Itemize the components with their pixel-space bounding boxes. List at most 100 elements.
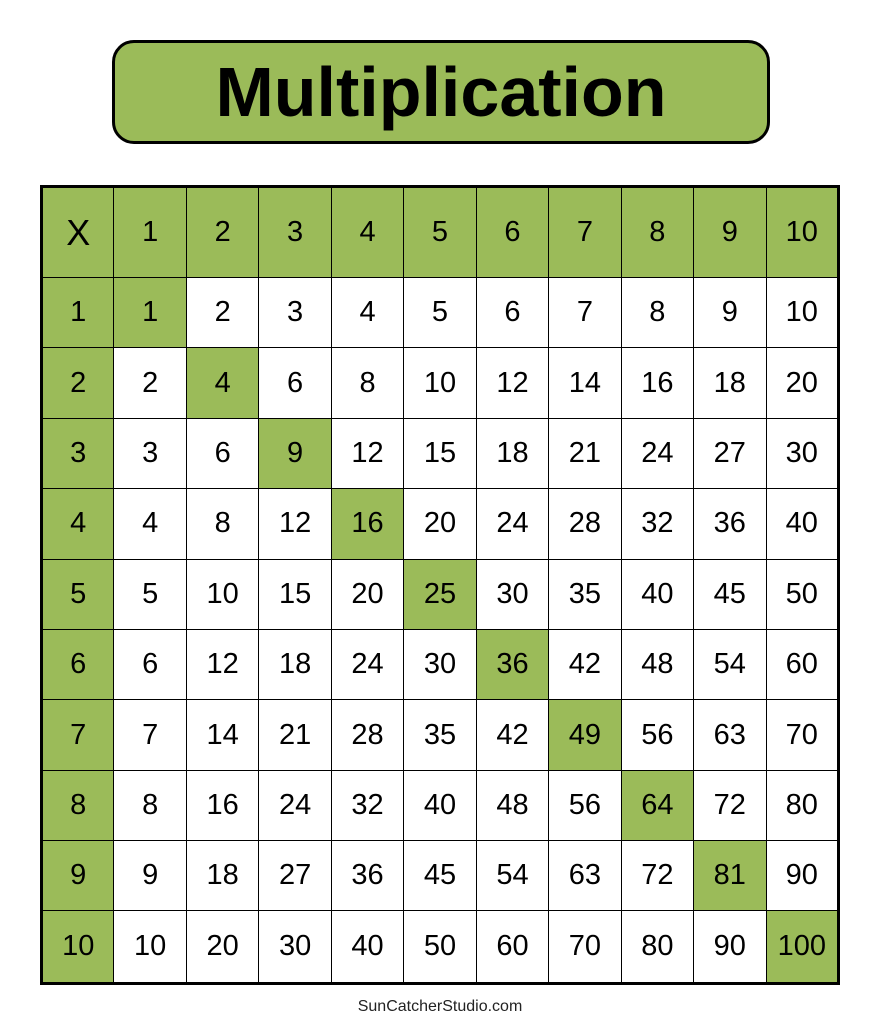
product-cell: 6 xyxy=(258,347,332,419)
square-cell: 1 xyxy=(113,277,187,349)
product-cell: 90 xyxy=(693,910,767,984)
square-cell: 25 xyxy=(403,558,477,630)
product-cell: 5 xyxy=(113,558,187,630)
product-cell: 70 xyxy=(765,699,840,771)
product-cell: 30 xyxy=(403,628,477,701)
row-header: 10 xyxy=(40,910,115,984)
column-header: 10 xyxy=(765,185,840,279)
product-cell: 12 xyxy=(258,488,332,560)
product-cell: 35 xyxy=(548,558,622,630)
product-cell: 63 xyxy=(548,840,622,912)
product-cell: 16 xyxy=(620,347,695,419)
column-header: 4 xyxy=(330,185,405,279)
product-cell: 12 xyxy=(475,347,550,419)
product-cell: 24 xyxy=(258,769,332,842)
column-header: 9 xyxy=(693,185,767,279)
product-cell: 7 xyxy=(548,277,622,349)
product-cell: 18 xyxy=(258,628,332,701)
product-cell: 40 xyxy=(330,910,405,984)
product-cell: 12 xyxy=(330,417,405,490)
product-cell: 8 xyxy=(620,277,695,349)
product-cell: 56 xyxy=(620,699,695,771)
product-cell: 9 xyxy=(693,277,767,349)
product-cell: 16 xyxy=(185,769,260,842)
product-cell: 24 xyxy=(475,488,550,560)
product-cell: 63 xyxy=(693,699,767,771)
table-row: 4 4 8 12 16 20 24 28 32 36 40 xyxy=(40,488,840,560)
product-cell: 18 xyxy=(475,417,550,490)
product-cell: 4 xyxy=(113,488,187,560)
product-cell: 10 xyxy=(185,558,260,630)
square-cell: 16 xyxy=(330,488,405,560)
product-cell: 50 xyxy=(765,558,840,630)
product-cell: 14 xyxy=(185,699,260,771)
product-cell: 48 xyxy=(620,628,695,701)
product-cell: 3 xyxy=(258,277,332,349)
product-cell: 40 xyxy=(765,488,840,560)
page-title: Multiplication xyxy=(112,40,770,144)
product-cell: 15 xyxy=(258,558,332,630)
column-header: 6 xyxy=(475,185,550,279)
product-cell: 90 xyxy=(765,840,840,912)
row-header: 1 xyxy=(40,277,115,349)
column-header: 5 xyxy=(403,185,477,279)
table-row: 6 6 12 18 24 30 36 42 48 54 60 xyxy=(40,628,840,701)
product-cell: 48 xyxy=(475,769,550,842)
product-cell: 10 xyxy=(765,277,840,349)
square-cell: 49 xyxy=(548,699,622,771)
product-cell: 27 xyxy=(258,840,332,912)
product-cell: 60 xyxy=(475,910,550,984)
product-cell: 6 xyxy=(475,277,550,349)
product-cell: 14 xyxy=(548,347,622,419)
product-cell: 15 xyxy=(403,417,477,490)
product-cell: 12 xyxy=(185,628,260,701)
table-row: 7 7 14 21 28 35 42 49 56 63 70 xyxy=(40,699,840,771)
product-cell: 45 xyxy=(693,558,767,630)
product-cell: 8 xyxy=(113,769,187,842)
column-header: 1 xyxy=(113,185,187,279)
product-cell: 80 xyxy=(765,769,840,842)
product-cell: 2 xyxy=(185,277,260,349)
product-cell: 6 xyxy=(113,628,187,701)
row-header: 2 xyxy=(40,347,115,419)
product-cell: 5 xyxy=(403,277,477,349)
square-cell: 36 xyxy=(475,628,550,701)
multiplication-table: X 1 2 3 4 5 6 7 8 9 10 1 1 2 3 4 5 6 7 8 9 10 2 2 4 6 8 10 12 14 16 18 2… xyxy=(40,185,840,985)
table-row: 2 2 4 6 8 10 12 14 16 18 20 xyxy=(40,347,840,419)
product-cell: 80 xyxy=(620,910,695,984)
table-row: 9 9 18 27 36 45 54 63 72 81 90 xyxy=(40,840,840,912)
product-cell: 24 xyxy=(620,417,695,490)
product-cell: 36 xyxy=(693,488,767,560)
column-header: 3 xyxy=(258,185,332,279)
square-cell: 100 xyxy=(765,910,840,984)
product-cell: 8 xyxy=(330,347,405,419)
product-cell: 7 xyxy=(113,699,187,771)
product-cell: 10 xyxy=(403,347,477,419)
row-header: 7 xyxy=(40,699,115,771)
product-cell: 28 xyxy=(330,699,405,771)
square-cell: 64 xyxy=(620,769,695,842)
product-cell: 60 xyxy=(765,628,840,701)
product-cell: 54 xyxy=(475,840,550,912)
product-cell: 70 xyxy=(548,910,622,984)
table-row: 10 10 20 30 40 50 60 70 80 90 100 xyxy=(40,910,840,984)
product-cell: 18 xyxy=(185,840,260,912)
product-cell: 30 xyxy=(475,558,550,630)
product-cell: 21 xyxy=(258,699,332,771)
product-cell: 20 xyxy=(330,558,405,630)
product-cell: 6 xyxy=(185,417,260,490)
column-header: 2 xyxy=(185,185,260,279)
row-header: 4 xyxy=(40,488,115,560)
product-cell: 30 xyxy=(765,417,840,490)
product-cell: 40 xyxy=(620,558,695,630)
product-cell: 32 xyxy=(620,488,695,560)
product-cell: 9 xyxy=(113,840,187,912)
row-header: 3 xyxy=(40,417,115,490)
product-cell: 20 xyxy=(185,910,260,984)
square-cell: 81 xyxy=(693,840,767,912)
row-header: 9 xyxy=(40,840,115,912)
product-cell: 35 xyxy=(403,699,477,771)
product-cell: 72 xyxy=(620,840,695,912)
product-cell: 30 xyxy=(258,910,332,984)
row-header: 6 xyxy=(40,628,115,701)
